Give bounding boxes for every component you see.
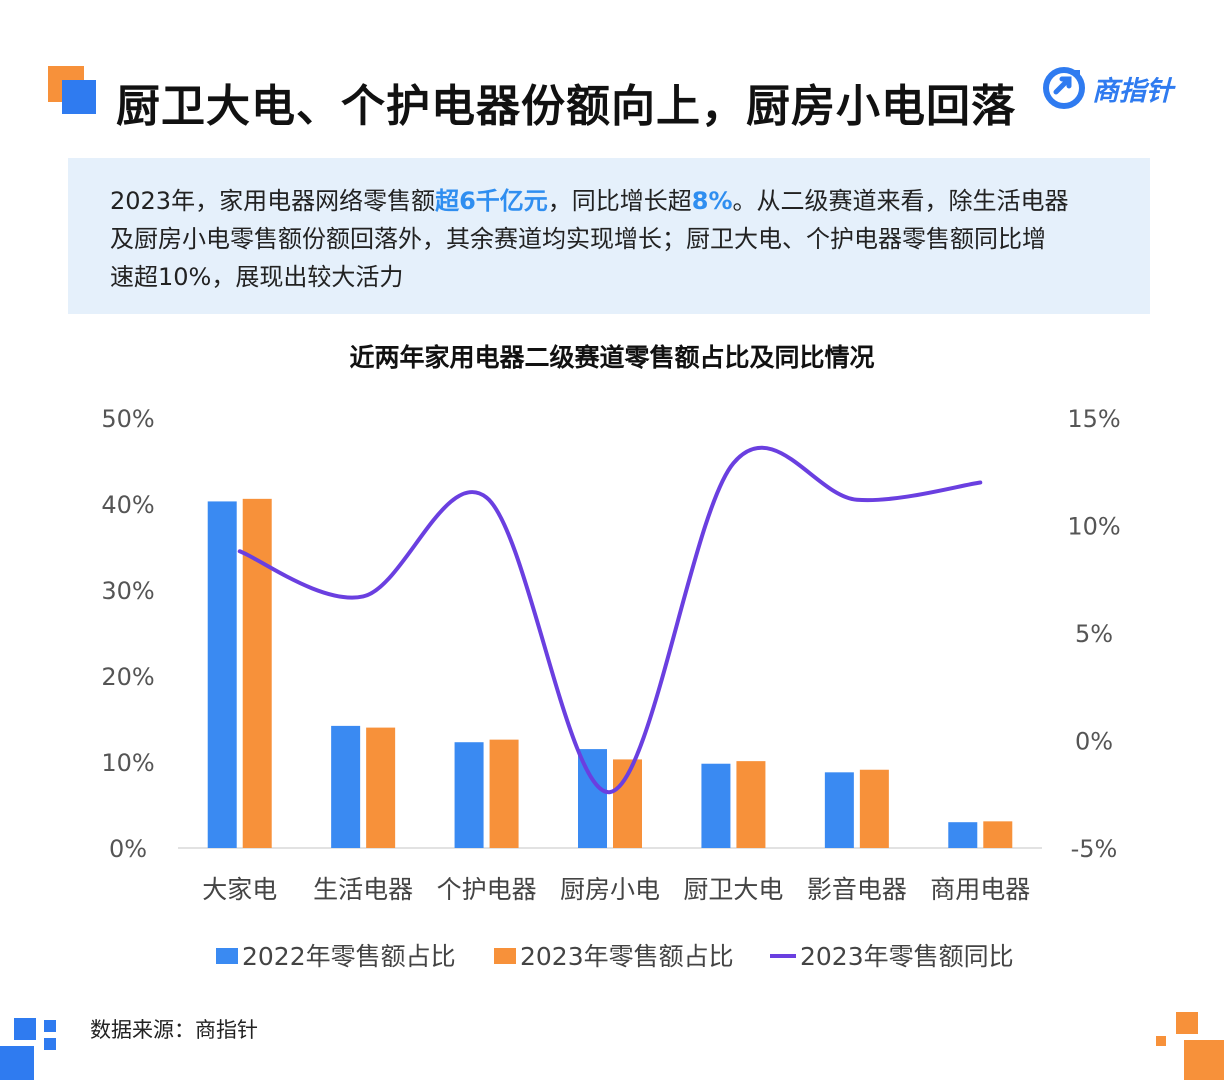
x-axis-tick-label: 厨房小电 <box>560 875 660 904</box>
y-axis-right-tick: 10% <box>1067 513 1120 541</box>
corner-decoration <box>1176 1012 1198 1034</box>
x-axis-tick-label: 个护电器 <box>437 875 537 904</box>
bar-2022 <box>948 822 978 848</box>
x-axis-tick-label: 厨卫大电 <box>683 875 783 904</box>
summary-text: 。从二级赛道来看，除生活电器 <box>732 187 1069 215</box>
y-axis-right-tick: -5% <box>1071 835 1118 863</box>
bar-2022 <box>331 725 361 848</box>
summary-line-3: 速超10%，展现出较大活力 <box>110 263 404 291</box>
y-axis-right-tick: 0% <box>1075 728 1113 756</box>
brand-logo: 商指针 <box>1040 64 1173 112</box>
bar-2022 <box>701 763 731 848</box>
arrow-logo-icon <box>1043 67 1085 109</box>
page-title: 厨卫大电、个护电器份额向上，厨房小电回落 <box>116 81 1016 132</box>
y-axis-left-tick: 40% <box>101 491 154 519</box>
legend-label-2023: 2023年零售额占比 <box>520 942 734 971</box>
legend-label-yoy: 2023年零售额同比 <box>800 942 1014 971</box>
x-axis-tick-label: 大家电 <box>202 875 277 904</box>
corner-decoration <box>0 1046 34 1080</box>
legend-swatch-2022 <box>216 948 238 964</box>
y-axis-right-tick: 15% <box>1067 405 1120 433</box>
y-axis-left-tick: 10% <box>101 749 154 777</box>
y-axis-left-tick: 30% <box>101 577 154 605</box>
bar-2023 <box>983 821 1013 848</box>
x-axis-tick-label: 影音电器 <box>807 875 907 904</box>
summary-line-2: 及厨房小电零售额份额回落外，其余赛道均实现增长；厨卫大电、个护电器零售额同比增 <box>110 225 1046 253</box>
bar-2023 <box>242 498 272 848</box>
summary-text: 2023年，家用电器网络零售额 <box>110 187 436 215</box>
x-axis-tick-label: 生活电器 <box>313 875 413 904</box>
summary-highlight: 8% <box>691 187 733 215</box>
legend-label-2022: 2022年零售额占比 <box>242 942 456 971</box>
y-axis-right-tick: 5% <box>1075 620 1113 648</box>
bar-2022 <box>207 501 237 848</box>
bar-2023 <box>736 761 766 848</box>
corner-decoration <box>44 1020 56 1032</box>
legend-swatch-2023 <box>494 948 516 964</box>
bar-2022 <box>454 742 484 848</box>
series-line-2023-yoy <box>237 445 983 795</box>
bar-2022 <box>824 772 854 848</box>
corner-decoration <box>62 80 96 114</box>
summary-text: ，同比增长超 <box>547 187 692 215</box>
y-axis-left-tick: 20% <box>101 663 154 691</box>
bar-2023 <box>859 769 889 848</box>
x-axis-tick-label: 商用电器 <box>930 875 1030 904</box>
chart-title: 近两年家用电器二级赛道零售额占比及同比情况 <box>349 343 875 372</box>
data-source: 数据来源：商指针 <box>90 1018 258 1042</box>
combo-chart: 0% 10% 20% 30% 40% 50% -5% 0% 5% 10% 15% 大家电 生活电器 个护电… <box>101 405 1120 971</box>
corner-decoration <box>1184 1040 1224 1080</box>
summary-line-1: 2023年，家用电器网络零售额超6千亿元，同比增长超8%。从二级赛道来看，除生活… <box>110 182 1120 220</box>
corner-decoration <box>14 1018 36 1040</box>
logo-text: 商指针 <box>1092 75 1173 107</box>
summary-highlight: 超6千亿元 <box>435 187 548 215</box>
summary-box: 2023年，家用电器网络零售额超6千亿元，同比增长超8%。从二级赛道来看，除生活… <box>68 158 1150 314</box>
corner-decoration <box>44 1038 56 1050</box>
bar-2023 <box>366 727 396 848</box>
y-axis-left-tick: 50% <box>101 405 154 433</box>
y-axis-left-tick: 0% <box>109 835 147 863</box>
bar-2023 <box>489 739 519 848</box>
corner-decoration <box>1156 1036 1166 1046</box>
